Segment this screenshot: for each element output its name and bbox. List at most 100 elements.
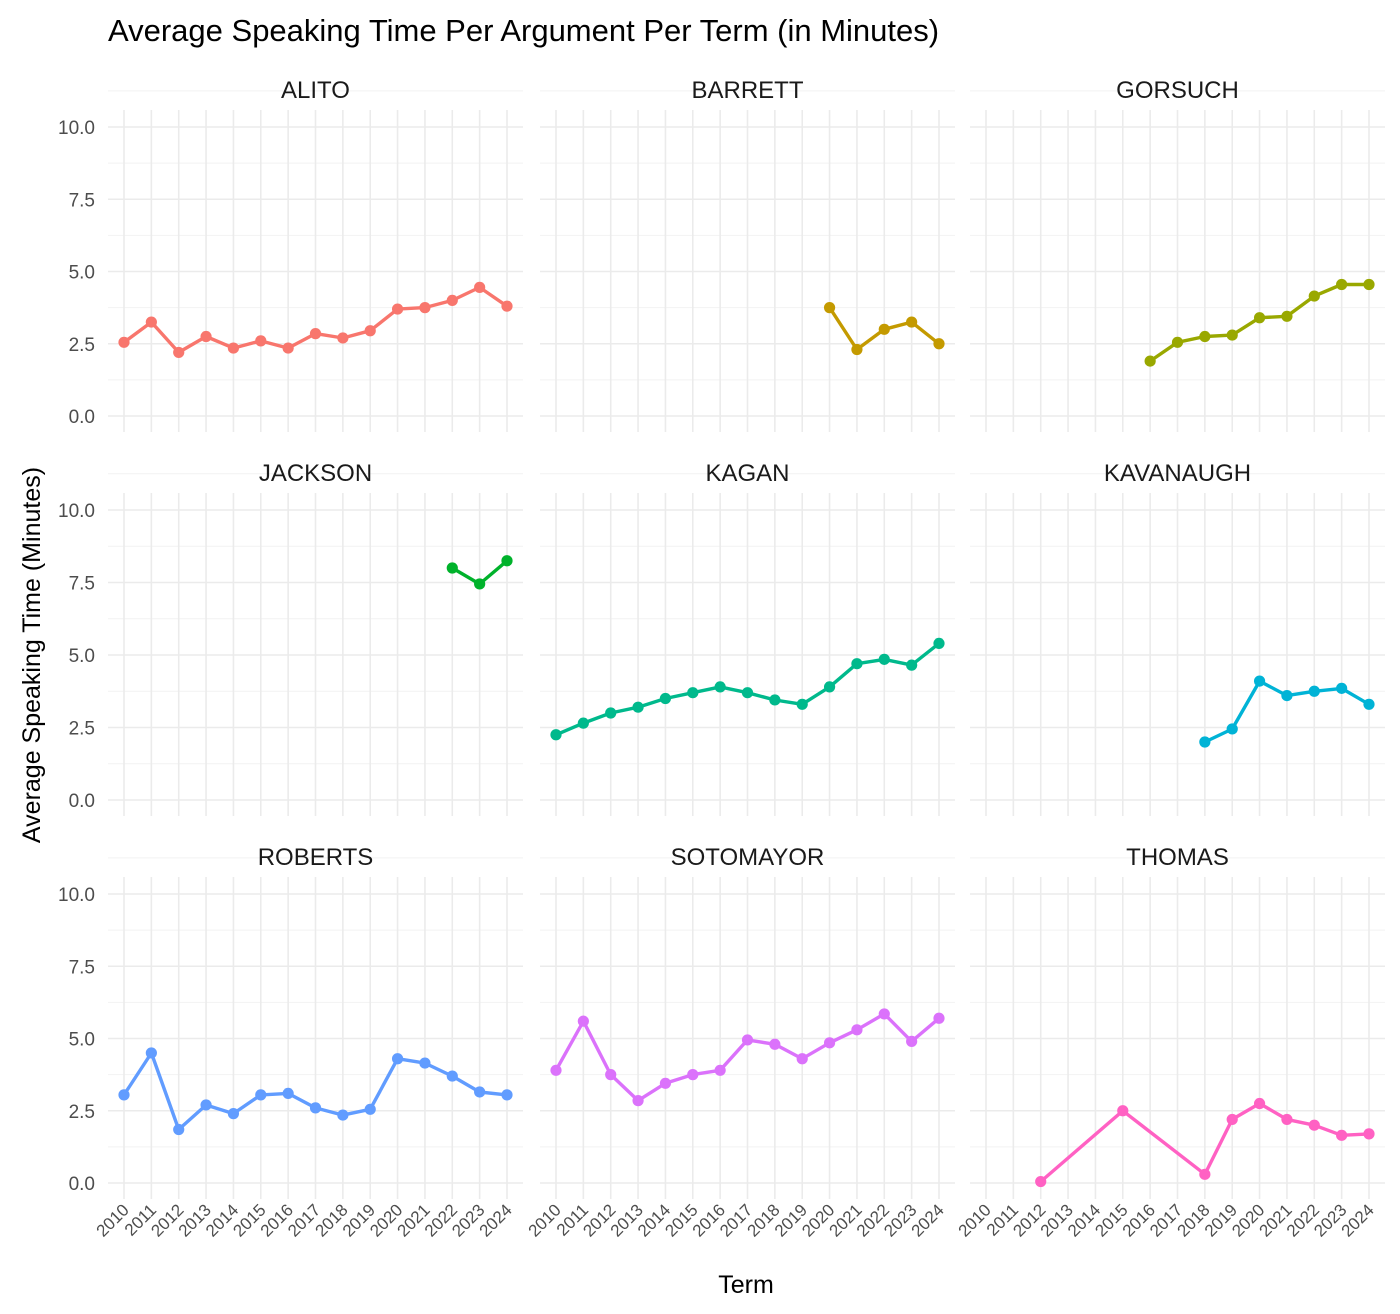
y-tick-label: 10.0 [58, 501, 95, 522]
data-point-alito-2014 [227, 342, 240, 354]
data-point-kagan-2022 [878, 653, 890, 665]
panel-alito: ALITO 0.0 2.5 5.0 7.5 10.0 [58, 77, 523, 432]
data-point-sotomayor-2021 [851, 1024, 863, 1036]
data-point-roberts-2012 [173, 1123, 185, 1136]
facet-label-kavanaugh: KAVANAUGH [1104, 460, 1251, 487]
data-point-alito-2013 [200, 330, 212, 343]
data-point-thomas-2021 [1281, 1113, 1293, 1126]
data-point-kavanaugh-2021 [1281, 690, 1293, 702]
data-point-alito-2024 [501, 300, 513, 312]
data-point-sotomayor-2014 [659, 1077, 672, 1089]
data-point-roberts-2015 [255, 1089, 267, 1101]
data-point-alito-2021 [419, 302, 431, 314]
data-point-kagan-2016 [714, 681, 726, 693]
data-point-jackson-2023 [474, 578, 486, 590]
panel-barrett: BARRETT [540, 77, 955, 432]
data-point-sotomayor-2022 [878, 1008, 890, 1020]
facet-label-gorsuch: GORSUCH [1116, 77, 1239, 104]
data-point-kagan-2014 [659, 692, 672, 705]
data-point-roberts-2024 [501, 1089, 513, 1101]
data-point-alito-2017 [309, 328, 322, 340]
data-point-roberts-2017 [309, 1102, 322, 1114]
data-point-gorsuch-2023 [1336, 278, 1348, 291]
data-point-alito-2018 [337, 332, 349, 344]
data-point-jackson-2024 [501, 555, 513, 567]
data-point-roberts-2010 [118, 1089, 130, 1101]
data-point-kagan-2023 [906, 659, 918, 671]
data-point-kavanaugh-2022 [1308, 685, 1320, 697]
data-point-alito-2015 [255, 335, 267, 347]
y-tick-label: 5.0 [69, 646, 95, 667]
data-point-thomas-2012 [1035, 1175, 1047, 1188]
data-point-alito-2019 [364, 325, 376, 337]
data-point-roberts-2016 [282, 1087, 294, 1100]
data-point-thomas-2022 [1308, 1119, 1320, 1131]
data-point-thomas-2020 [1253, 1097, 1266, 1110]
facet-label-kagan: KAGAN [705, 460, 789, 487]
data-point-kagan-2010 [550, 729, 562, 741]
data-point-alito-2023 [474, 281, 486, 293]
data-point-alito-2012 [173, 346, 185, 359]
data-point-alito-2011 [145, 316, 157, 328]
data-point-roberts-2011 [145, 1047, 157, 1059]
data-point-sotomayor-2024 [933, 1012, 945, 1024]
facet-label-thomas: THOMAS [1126, 844, 1229, 871]
data-point-sotomayor-2020 [823, 1037, 836, 1049]
data-point-kavanaugh-2020 [1253, 675, 1266, 687]
y-tick-label: 5.0 [69, 1030, 95, 1051]
data-point-jackson-2022 [446, 562, 458, 574]
data-point-thomas-2018 [1199, 1168, 1211, 1180]
data-point-kavanaugh-2019 [1226, 723, 1238, 735]
y-tick-label: 7.5 [69, 190, 95, 211]
data-point-thomas-2023 [1336, 1129, 1348, 1141]
panel-roberts: ROBERTS0.02.55.07.510.020102011201220132… [58, 844, 523, 1241]
y-tick-label: 0.0 [69, 791, 95, 812]
data-point-sotomayor-2018 [769, 1038, 781, 1050]
data-point-thomas-2015 [1117, 1105, 1129, 1117]
data-point-kavanaugh-2024 [1363, 698, 1375, 710]
data-point-kagan-2011 [577, 717, 589, 729]
data-point-thomas-2019 [1226, 1113, 1238, 1126]
data-point-roberts-2020 [391, 1053, 404, 1065]
data-point-roberts-2014 [227, 1108, 240, 1120]
data-point-kavanaugh-2023 [1336, 682, 1348, 694]
data-point-gorsuch-2016 [1144, 355, 1156, 367]
panel-gorsuch: GORSUCH [970, 77, 1385, 432]
data-point-barrett-2020 [823, 302, 836, 314]
data-point-kagan-2021 [851, 658, 863, 670]
data-point-barrett-2024 [933, 338, 945, 350]
data-point-kagan-2019 [796, 698, 808, 710]
data-point-gorsuch-2019 [1226, 329, 1238, 341]
panel-kagan: KAGAN [540, 460, 955, 816]
data-point-gorsuch-2024 [1363, 278, 1375, 291]
data-point-sotomayor-2017 [741, 1034, 754, 1046]
data-point-roberts-2018 [337, 1109, 349, 1121]
data-point-kagan-2015 [687, 687, 699, 699]
data-point-gorsuch-2022 [1308, 290, 1320, 302]
data-point-thomas-2024 [1363, 1128, 1375, 1140]
facet-label-sotomayor: SOTOMAYOR [671, 844, 825, 871]
data-point-sotomayor-2019 [796, 1053, 808, 1065]
x-tick-label: 2024 [1338, 1200, 1378, 1240]
data-point-kagan-2018 [769, 694, 781, 706]
data-point-gorsuch-2021 [1281, 310, 1293, 322]
data-point-gorsuch-2017 [1171, 336, 1184, 348]
data-point-sotomayor-2013 [632, 1095, 644, 1107]
data-point-barrett-2023 [906, 316, 918, 328]
data-point-sotomayor-2010 [550, 1064, 562, 1076]
data-point-kagan-2012 [605, 707, 617, 719]
facet-panels: ALITO 0.0 2.5 5.0 7.5 10.0 BARRETT GORSUCH JACKS… [58, 77, 1385, 1241]
x-tick-label: 2024 [908, 1200, 948, 1240]
y-tick-label: 2.5 [69, 1102, 95, 1123]
data-point-sotomayor-2011 [577, 1015, 589, 1027]
facet-label-barrett: BARRETT [691, 77, 803, 104]
data-point-sotomayor-2012 [605, 1069, 617, 1081]
data-point-alito-2022 [446, 294, 458, 306]
panel-kavanaugh: KAVANAUGH [970, 460, 1385, 816]
data-point-barrett-2022 [878, 323, 890, 335]
y-tick-label: 7.5 [69, 957, 95, 978]
facet-label-alito: ALITO [281, 77, 350, 104]
facet-label-jackson: JACKSON [259, 460, 372, 487]
y-tick-label: 0.0 [69, 1174, 95, 1195]
data-point-kagan-2020 [823, 681, 836, 693]
